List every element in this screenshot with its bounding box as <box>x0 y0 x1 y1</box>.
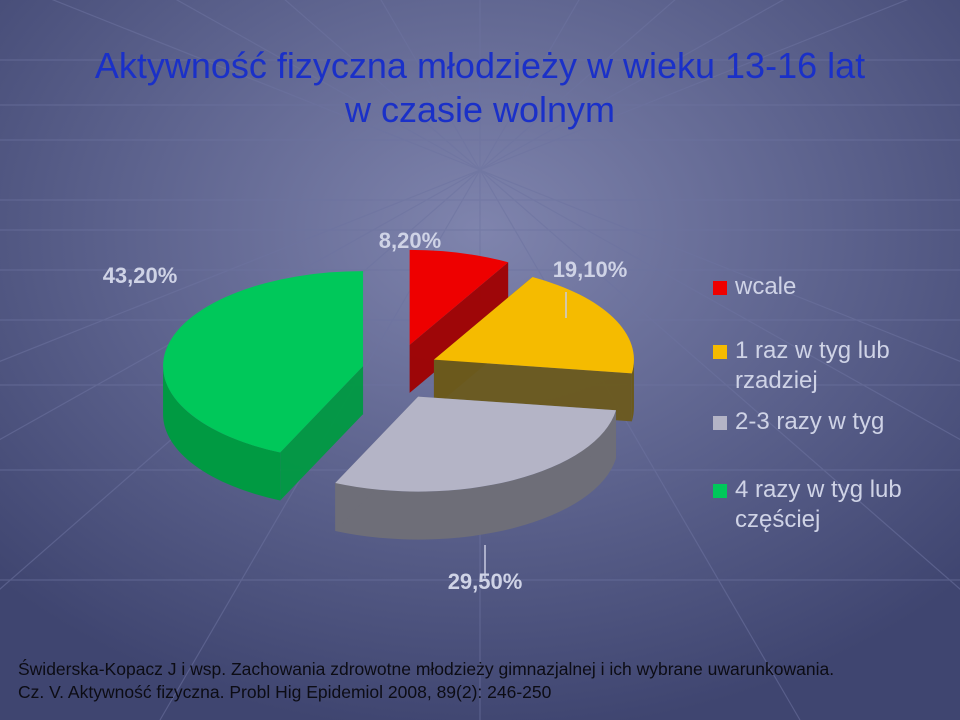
title-line-1: Aktywność fizyczna młodzieży w wieku 13-… <box>94 45 866 86</box>
legend-swatch <box>713 484 727 498</box>
legend-item-1-raz: 1 raz w tyg lub rzadziej <box>713 336 935 396</box>
pie-slice-wcale <box>409 249 509 345</box>
data-label-2-3-razy-w-tyg: 29,50% <box>448 569 523 594</box>
legend-swatch <box>713 345 727 359</box>
citation-line-2: Cz. V. Aktywność fizyczna. Probl Hig Epi… <box>18 682 552 702</box>
legend-label: 4 razy w tyg lub częściej <box>735 476 902 533</box>
legend-item-2-3-razy: 2-3 razy w tyg <box>713 407 935 437</box>
pie-slice-4-razy-w-tyg-lub-częściej <box>163 271 364 453</box>
data-label-1-raz-w-tyg-lub-rzadziej: 19,10% <box>553 257 628 282</box>
legend-label: 2-3 razy w tyg <box>735 408 885 435</box>
legend-label: wcale <box>735 273 797 300</box>
legend-item-wcale: wcale <box>713 272 935 302</box>
legend-swatch <box>713 416 727 430</box>
slide-title: Aktywność fizyczna młodzieży w wieku 13-… <box>0 44 960 132</box>
source-citation: Świderska-Kopacz J i wsp. Zachowania zdr… <box>18 658 948 704</box>
pie-slice-outer-wall <box>335 410 617 540</box>
title-line-2: w czasie wolnym <box>344 89 616 130</box>
data-label-4-razy-w-tyg-lub-częściej: 43,20% <box>103 263 178 288</box>
citation-line-1: Świderska-Kopacz J i wsp. Zachowania zdr… <box>18 659 835 679</box>
pie-slice-outer-wall <box>631 359 634 422</box>
legend-item-4-razy: 4 razy w tyg lub częściej <box>713 475 935 535</box>
pie-slice-2-3-razy-w-tyg <box>335 396 617 492</box>
legend-swatch <box>713 281 727 295</box>
pie-slice-outer-wall <box>163 366 281 501</box>
pie-slice-cut-face <box>280 366 364 501</box>
data-label-wcale: 8,20% <box>379 228 441 253</box>
legend-label: 1 raz w tyg lub rzadziej <box>735 337 890 394</box>
pie-slice-1-raz-w-tyg-lub-rzadziej <box>433 277 634 374</box>
pie-slice-side <box>163 366 364 501</box>
